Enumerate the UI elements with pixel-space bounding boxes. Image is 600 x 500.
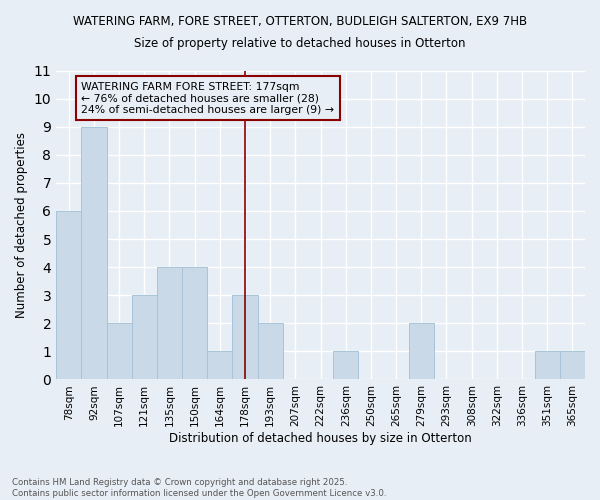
Text: WATERING FARM FORE STREET: 177sqm
← 76% of detached houses are smaller (28)
24% : WATERING FARM FORE STREET: 177sqm ← 76% …: [82, 82, 334, 115]
Bar: [182, 267, 207, 380]
Bar: [257, 324, 283, 380]
Bar: [232, 295, 257, 380]
Bar: [207, 352, 232, 380]
Bar: [535, 352, 560, 380]
Bar: [82, 126, 107, 380]
Text: Size of property relative to detached houses in Otterton: Size of property relative to detached ho…: [134, 38, 466, 51]
Bar: [107, 324, 132, 380]
Bar: [560, 352, 585, 380]
Y-axis label: Number of detached properties: Number of detached properties: [15, 132, 28, 318]
Text: Contains HM Land Registry data © Crown copyright and database right 2025.
Contai: Contains HM Land Registry data © Crown c…: [12, 478, 386, 498]
X-axis label: Distribution of detached houses by size in Otterton: Distribution of detached houses by size …: [169, 432, 472, 445]
Bar: [56, 211, 82, 380]
Bar: [132, 295, 157, 380]
Bar: [333, 352, 358, 380]
Text: WATERING FARM, FORE STREET, OTTERTON, BUDLEIGH SALTERTON, EX9 7HB: WATERING FARM, FORE STREET, OTTERTON, BU…: [73, 15, 527, 28]
Bar: [409, 324, 434, 380]
Bar: [157, 267, 182, 380]
